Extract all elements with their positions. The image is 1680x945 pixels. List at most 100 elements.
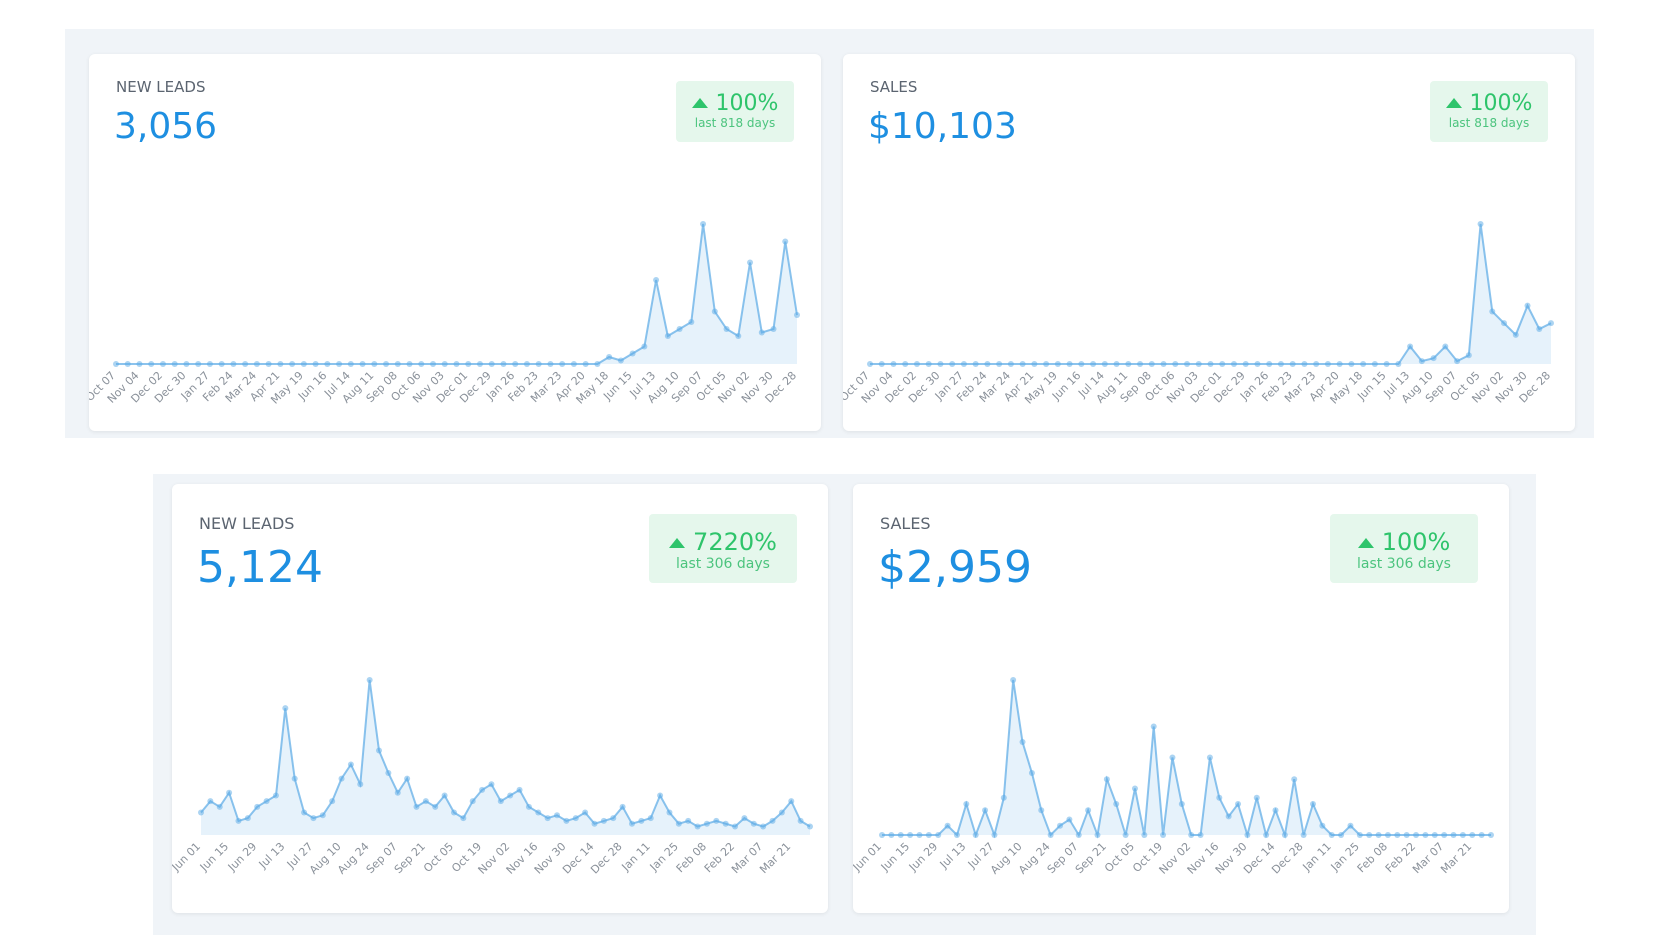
point xyxy=(1360,361,1367,367)
point xyxy=(1141,832,1148,838)
x-tick-label: Mar 21 xyxy=(1438,840,1474,876)
point xyxy=(1184,361,1191,367)
point xyxy=(1501,320,1508,327)
point xyxy=(394,789,401,796)
point xyxy=(282,705,289,712)
point xyxy=(507,792,514,799)
point xyxy=(253,361,260,367)
point xyxy=(1430,355,1437,362)
point xyxy=(525,803,532,810)
point xyxy=(1328,832,1335,838)
point xyxy=(758,329,765,336)
point xyxy=(1407,343,1414,350)
point xyxy=(516,786,523,793)
point xyxy=(937,361,944,367)
point xyxy=(319,812,326,819)
point xyxy=(1319,822,1326,829)
point xyxy=(1289,361,1296,367)
point xyxy=(972,832,979,838)
point xyxy=(336,361,343,367)
metric-card: SALES $10,103 100% last 818 days Oct 07 No… xyxy=(843,54,1575,431)
point xyxy=(195,361,202,367)
point xyxy=(1459,832,1466,838)
point xyxy=(1019,739,1026,745)
point xyxy=(1047,832,1054,838)
point xyxy=(653,277,660,283)
point xyxy=(591,820,598,827)
point xyxy=(1454,358,1461,365)
point xyxy=(453,361,460,367)
point xyxy=(559,361,566,367)
point xyxy=(797,817,804,824)
change-badge: 100% last 818 days xyxy=(1430,81,1548,142)
point xyxy=(1244,832,1251,838)
point xyxy=(497,798,504,805)
point xyxy=(230,361,237,367)
point xyxy=(1028,770,1035,776)
point xyxy=(1384,832,1391,838)
x-tick-label: Feb 08 xyxy=(1355,840,1390,875)
point xyxy=(413,803,420,810)
point xyxy=(404,775,411,782)
point xyxy=(1101,361,1108,367)
point xyxy=(312,361,319,367)
point xyxy=(422,798,429,805)
point xyxy=(619,803,626,810)
point xyxy=(465,361,472,367)
point xyxy=(1000,794,1007,801)
point xyxy=(136,361,143,367)
point xyxy=(476,361,483,367)
point xyxy=(1336,361,1343,367)
point xyxy=(512,361,519,367)
point xyxy=(124,361,131,367)
card-total: 5,124 xyxy=(197,542,323,593)
x-tick-label: Mar 21 xyxy=(757,840,793,876)
x-tick-label: Jun 15 xyxy=(878,840,912,874)
point xyxy=(272,792,279,799)
point xyxy=(1113,361,1120,367)
point xyxy=(254,803,261,810)
card-title: SALES xyxy=(880,514,931,533)
point xyxy=(935,832,942,838)
line xyxy=(882,679,1491,839)
x-tick-label: Jul 13 xyxy=(256,840,288,872)
point xyxy=(291,775,298,782)
point xyxy=(244,815,251,822)
point xyxy=(1007,361,1014,367)
point xyxy=(735,333,742,339)
point xyxy=(1078,361,1085,367)
point xyxy=(159,361,166,367)
point xyxy=(794,312,800,318)
point xyxy=(1235,801,1242,807)
change-value: 100% xyxy=(715,91,779,116)
change-badge: 7220% last 306 days xyxy=(649,514,797,583)
x-tick-label: Sep 21 xyxy=(1073,840,1109,876)
point xyxy=(547,361,554,367)
metric-card: NEW LEADS 5,124 7220% last 306 days Jun 0… xyxy=(172,484,828,913)
point xyxy=(676,326,683,332)
point xyxy=(1371,361,1378,367)
area xyxy=(870,224,1551,364)
point xyxy=(949,361,956,367)
point xyxy=(1066,361,1073,367)
point xyxy=(1125,361,1132,367)
card-title: NEW LEADS xyxy=(116,78,206,96)
point xyxy=(1263,832,1270,838)
point xyxy=(1225,813,1232,820)
point xyxy=(778,809,785,816)
point xyxy=(1281,832,1288,838)
point xyxy=(760,823,767,830)
point xyxy=(500,361,507,367)
point xyxy=(1054,361,1061,367)
point xyxy=(300,361,307,367)
point xyxy=(563,817,570,824)
x-tick-label: Oct 05 xyxy=(421,840,456,875)
point xyxy=(277,361,284,367)
point xyxy=(1230,361,1237,367)
change-badge: 100% last 818 days xyxy=(676,81,794,142)
point xyxy=(218,361,225,367)
